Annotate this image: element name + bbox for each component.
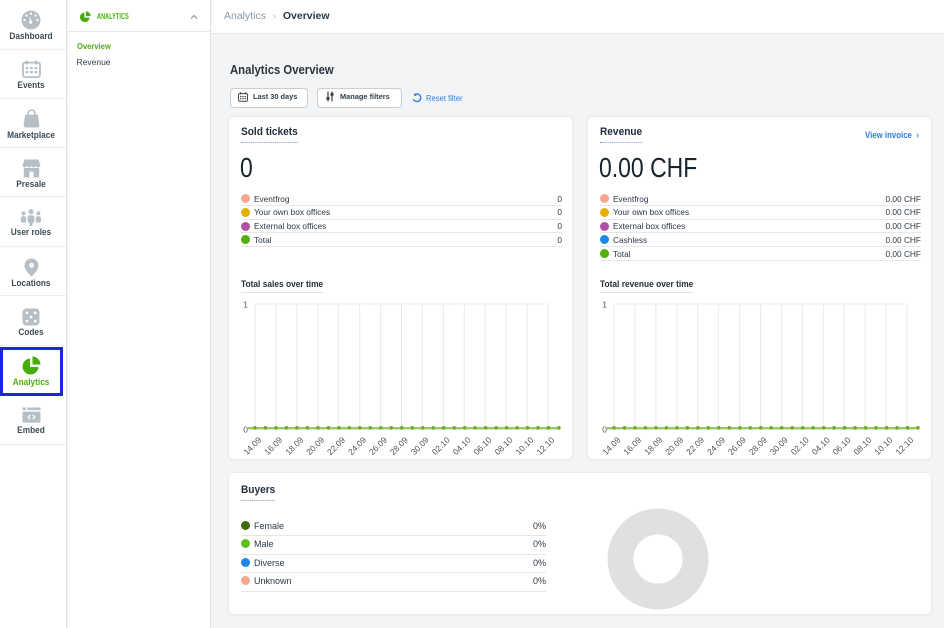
svg-text:16.09: 16.09 xyxy=(621,435,643,457)
svg-text:22.09: 22.09 xyxy=(325,435,347,457)
svg-text:28.09: 28.09 xyxy=(388,435,410,457)
svg-text:10.10: 10.10 xyxy=(872,435,894,457)
svg-text:02.10: 02.10 xyxy=(430,435,452,457)
svg-text:24.09: 24.09 xyxy=(705,435,727,457)
svg-text:06.10: 06.10 xyxy=(471,435,493,457)
svg-text:1: 1 xyxy=(243,300,248,310)
svg-text:26.09: 26.09 xyxy=(726,435,748,457)
svg-text:20.09: 20.09 xyxy=(663,435,685,457)
svg-text:14.09: 14.09 xyxy=(600,435,622,457)
svg-text:14.09: 14.09 xyxy=(241,435,263,457)
svg-text:30.09: 30.09 xyxy=(409,435,431,457)
svg-text:02.10: 02.10 xyxy=(789,435,811,457)
svg-text:26.09: 26.09 xyxy=(367,435,389,457)
svg-text:06.10: 06.10 xyxy=(830,435,852,457)
svg-text:10.10: 10.10 xyxy=(513,435,535,457)
svg-text:20.09: 20.09 xyxy=(304,435,326,457)
svg-text:18.09: 18.09 xyxy=(642,435,664,457)
svg-text:04.10: 04.10 xyxy=(451,435,473,457)
svg-text:12.10: 12.10 xyxy=(893,435,915,457)
svg-text:30.09: 30.09 xyxy=(768,435,790,457)
svg-text:04.10: 04.10 xyxy=(810,435,832,457)
svg-text:08.10: 08.10 xyxy=(492,435,514,457)
svg-text:24.09: 24.09 xyxy=(346,435,368,457)
svg-text:16.09: 16.09 xyxy=(262,435,284,457)
svg-text:22.09: 22.09 xyxy=(684,435,706,457)
svg-text:28.09: 28.09 xyxy=(747,435,769,457)
svg-text:18.09: 18.09 xyxy=(283,435,305,457)
svg-text:1: 1 xyxy=(602,300,607,310)
svg-text:0: 0 xyxy=(243,425,248,435)
svg-text:08.10: 08.10 xyxy=(851,435,873,457)
svg-text:0: 0 xyxy=(602,425,607,435)
svg-text:12.10: 12.10 xyxy=(534,435,556,457)
